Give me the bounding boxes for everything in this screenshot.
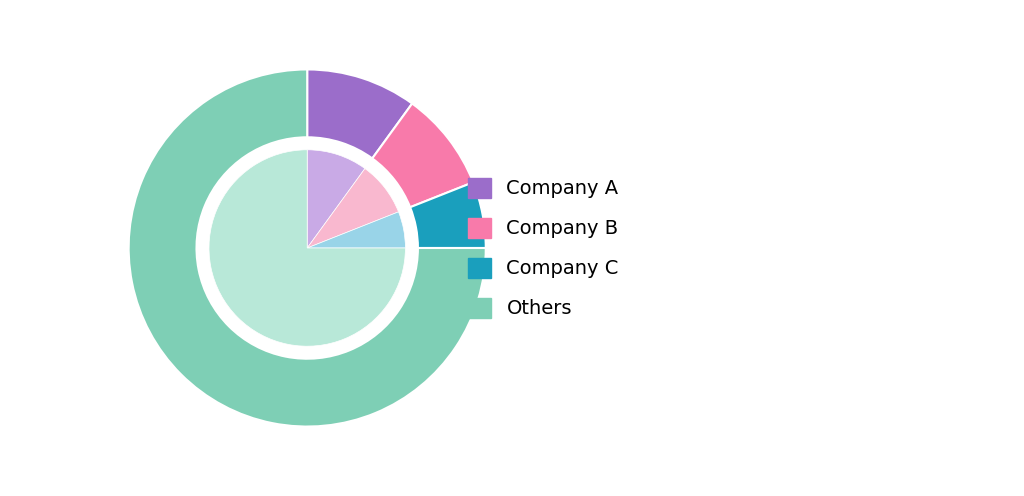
Wedge shape <box>307 69 412 158</box>
Wedge shape <box>373 104 473 207</box>
Wedge shape <box>209 150 406 346</box>
Wedge shape <box>411 182 485 248</box>
Wedge shape <box>307 169 398 248</box>
Legend: Company A, Company B, Company C, Others: Company A, Company B, Company C, Others <box>460 170 627 326</box>
Wedge shape <box>307 212 406 248</box>
Wedge shape <box>307 150 365 248</box>
Wedge shape <box>129 69 485 427</box>
